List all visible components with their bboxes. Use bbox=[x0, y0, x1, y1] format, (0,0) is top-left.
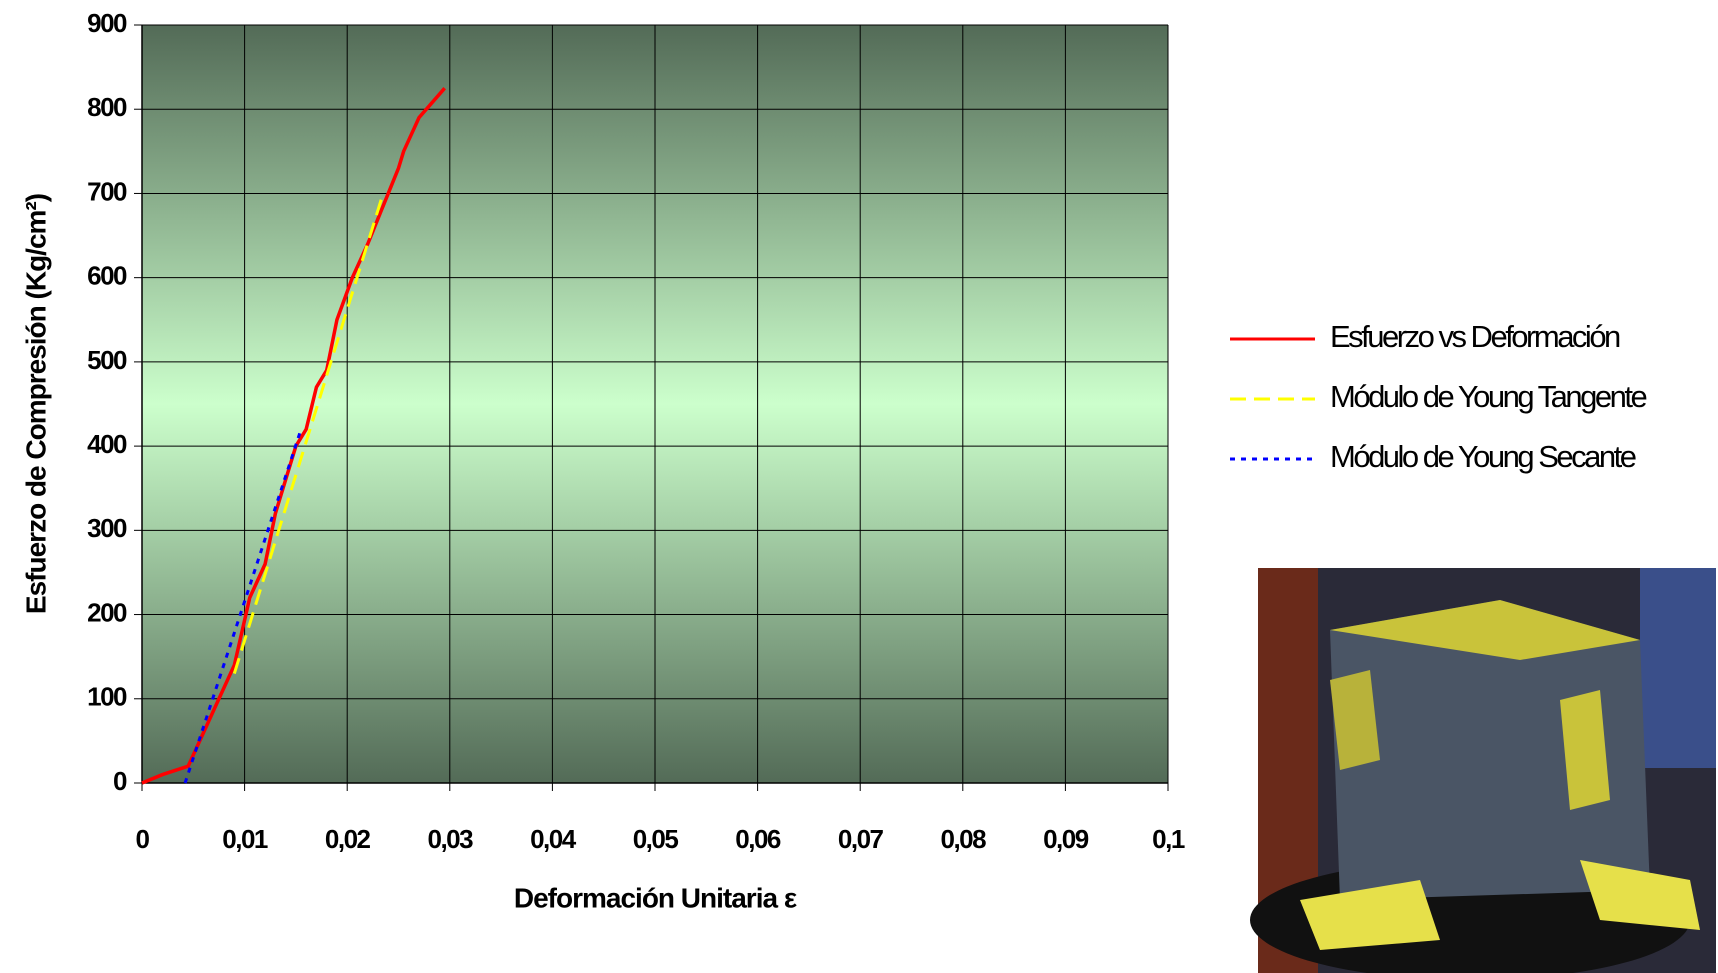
photo bbox=[1250, 568, 1716, 973]
y-tick-label: 400 bbox=[87, 429, 127, 459]
series-line bbox=[232, 192, 385, 674]
y-tick-label: 500 bbox=[87, 345, 127, 375]
legend-label: Módulo de Young Tangente bbox=[1330, 379, 1646, 414]
x-tick-label: 0,07 bbox=[838, 824, 884, 854]
y-tick-label: 100 bbox=[87, 682, 127, 712]
x-tick-label: 0,06 bbox=[735, 824, 781, 854]
x-tick-label: 0,02 bbox=[325, 824, 371, 854]
series-line bbox=[141, 87, 446, 785]
y-tick-label: 200 bbox=[87, 597, 127, 627]
x-tick-label: 0 bbox=[136, 824, 150, 854]
x-tick-label: 0,05 bbox=[633, 824, 679, 854]
legend-label: Esfuerzo vs Deformación bbox=[1330, 319, 1620, 354]
x-tick-label: 0,08 bbox=[940, 824, 986, 854]
x-tick-label: 0,09 bbox=[1043, 824, 1089, 854]
y-tick-label: 0 bbox=[113, 766, 127, 796]
legend-label: Módulo de Young Secante bbox=[1330, 439, 1636, 474]
x-tick-label: 0,04 bbox=[530, 824, 577, 854]
series-line bbox=[183, 428, 303, 784]
x-axis-title: Deformación Unitaria ε bbox=[514, 882, 797, 913]
y-axis-title: Esfuerzo de Compresión (Kg/cm²) bbox=[20, 194, 51, 614]
y-tick-label: 800 bbox=[87, 92, 127, 122]
y-tick-label: 600 bbox=[87, 261, 127, 291]
y-tick-label: 300 bbox=[87, 513, 127, 543]
x-tick-label: 0,03 bbox=[427, 824, 473, 854]
y-tick-label: 900 bbox=[87, 8, 127, 38]
x-tick-label: 0,01 bbox=[222, 824, 268, 854]
y-tick-label: 700 bbox=[87, 176, 127, 206]
x-tick-label: 0,1 bbox=[1152, 824, 1185, 854]
